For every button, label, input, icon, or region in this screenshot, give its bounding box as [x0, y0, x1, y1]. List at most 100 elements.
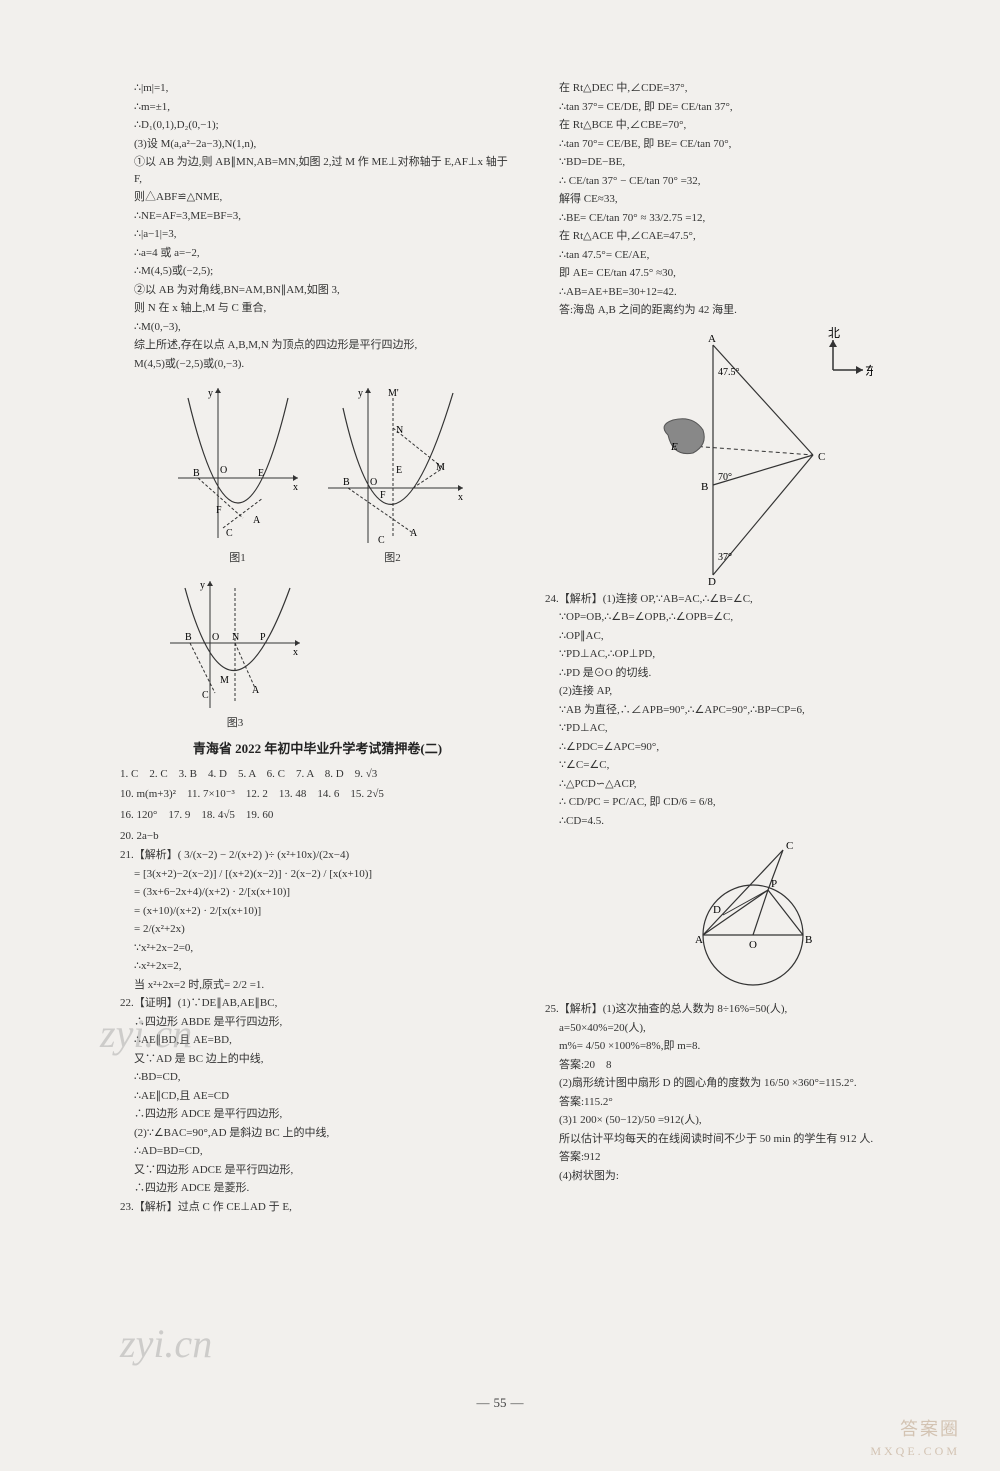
q22-header: 22.【证明】(1)∵DE∥AB,AE∥BC,: [120, 995, 515, 1012]
answers-row: 16. 120° 17. 9 18. 4√5 19. 60: [120, 806, 515, 825]
q25-header: 25.【解析】(1)这次抽查的总人数为 8÷16%=50(人),: [545, 1001, 940, 1018]
text-line: 解得 CE≈33,: [545, 191, 940, 208]
q23-continuation: 在 Rt△DEC 中,∠CDE=37°, ∴tan 37°= CE/DE, 即 …: [545, 80, 940, 319]
svg-text:北: 北: [828, 326, 840, 340]
svg-text:E: E: [396, 465, 402, 476]
svg-text:y: y: [358, 388, 363, 399]
circle-fig: A B C D P O: [643, 835, 843, 995]
text-line: ∴tan 70°= CE/BE, 即 BE= CE/tan 70°,: [545, 136, 940, 153]
text-line: (3)1 200× (50−12)/50 =912(人),: [545, 1112, 940, 1129]
figure-3: O B N P x y C M A 图3: [160, 573, 310, 732]
svg-text:C: C: [818, 451, 825, 463]
text-line: ∴M(4,5)或(−2,5);: [120, 263, 515, 280]
text-line: ②以 AB 为对角线,BN=AM,BN∥AM,如图 3,: [120, 282, 515, 299]
text-line: 则 N 在 x 轴上,M 与 C 重合,: [120, 300, 515, 317]
text-line: 答案:115.2°: [545, 1094, 940, 1111]
answers-row: 10. m(m+3)² 11. 7×10⁻³ 12. 2 13. 48 14. …: [120, 785, 515, 804]
text-line: = (x+10)/(x+2) · 2/[x(x+10)]: [120, 903, 515, 920]
text-line: ∴tan 47.5°= CE/AE,: [545, 247, 940, 264]
svg-text:x: x: [293, 482, 298, 493]
text-line: ∴NE=AF=3,ME=BF=3,: [120, 208, 515, 225]
text-line: ∴M(0,−3),: [120, 319, 515, 336]
parabola-fig1: O x y B E F C A: [168, 378, 308, 548]
text-line: (2)∵∠BAC=90°,AD 是斜边 BC 上的中线,: [120, 1125, 515, 1142]
svg-text:P: P: [260, 632, 266, 643]
text-line: (4)树状图为:: [545, 1168, 940, 1185]
fig1-label: 图1: [168, 550, 308, 567]
parabola-fig2: M' N M E O F B x y C A: [318, 378, 468, 548]
text-line: 答:海岛 A,B 之间的距离约为 42 海里.: [545, 302, 940, 319]
fig3-label: 图3: [160, 715, 310, 732]
text-line: = (3x+6−2x+4)/(x+2) · 2/[x(x+10)]: [120, 884, 515, 901]
brand-url: MXQE.COM: [870, 1444, 960, 1459]
svg-text:F: F: [216, 505, 222, 516]
figure-2: M' N M E O F B x y C A 图2: [318, 378, 468, 567]
text-line: m%= 4/50 ×100%=8%,即 m=8.: [545, 1038, 940, 1055]
navigation-diagram: 北 东 A B C D E 47.5° 70° 37°: [613, 325, 873, 585]
text-line: ∵∠C=∠C,: [545, 757, 940, 774]
exam-title: 青海省 2022 年初中毕业升学考试猜押卷(二): [120, 739, 515, 759]
svg-text:A: A: [410, 528, 418, 539]
svg-text:47.5°: 47.5°: [718, 367, 740, 378]
text-line: ∴BE= CE/tan 70° ≈ 33/2.75 =12,: [545, 210, 940, 227]
svg-text:D: D: [713, 904, 721, 916]
text-line: 综上所述,存在以点 A,B,M,N 为顶点的四边形是平行四边形,: [120, 337, 515, 354]
text-line: ∴AE∥CD,且 AE=CD: [120, 1088, 515, 1105]
answer-key: 1. C 2. C 3. B 4. D 5. A 6. C 7. A 8. D …: [120, 765, 515, 846]
svg-text:M': M': [388, 388, 399, 399]
right-column: 在 Rt△DEC 中,∠CDE=37°, ∴tan 37°= CE/DE, 即 …: [545, 80, 940, 1217]
svg-text:70°: 70°: [718, 472, 732, 483]
svg-text:B: B: [185, 632, 192, 643]
text-line: ∵AB 为直径,∴∠APB=90°,∴∠APC=90°,∴BP=CP=6,: [545, 702, 940, 719]
svg-text:E: E: [670, 441, 678, 453]
svg-text:x: x: [293, 647, 298, 658]
svg-text:B: B: [701, 481, 708, 493]
svg-text:M: M: [220, 675, 229, 686]
svg-text:C: C: [786, 840, 793, 852]
svg-text:N: N: [232, 632, 239, 643]
watermark: zyі.cn: [120, 1320, 212, 1367]
svg-text:E: E: [258, 468, 264, 479]
svg-text:B: B: [343, 477, 350, 488]
text-line: 又∵四边形 ADCE 是平行四边形,: [120, 1162, 515, 1179]
text-line: 当 x²+2x=2 时,原式= 2/2 =1.: [120, 977, 515, 994]
svg-text:O: O: [212, 632, 219, 643]
svg-text:B: B: [805, 934, 812, 946]
text-line: ∵PD⊥AC,: [545, 720, 940, 737]
text-line: ∴ CD/PC = PC/AC, 即 CD/6 = 6/8,: [545, 794, 940, 811]
text-line: ∴四边形 ABDE 是平行四边形,: [120, 1014, 515, 1031]
text-line: ∴m=±1,: [120, 99, 515, 116]
text-line: 在 Rt△BCE 中,∠CBE=70°,: [545, 117, 940, 134]
text-line: ∴a=4 或 a=−2,: [120, 245, 515, 262]
text-line: ∴|m|=1,: [120, 80, 515, 97]
svg-text:A: A: [695, 934, 703, 946]
text-line: = 2/(x²+2x): [120, 921, 515, 938]
svg-text:P: P: [771, 878, 777, 890]
answers-row: 1. C 2. C 3. B 4. D 5. A 6. C 7. A 8. D …: [120, 765, 515, 784]
svg-text:y: y: [208, 388, 213, 399]
island-diagram: 北 东 A B C D E 47.5° 70° 37°: [545, 325, 940, 585]
text-line: ∴∠PDC=∠APC=90°,: [545, 739, 940, 756]
text-line: 答案:912: [545, 1149, 940, 1166]
svg-text:A: A: [253, 515, 261, 526]
svg-text:N: N: [396, 425, 403, 436]
page-number: 55: [473, 1395, 528, 1411]
text-line: ∴四边形 ADCE 是平行四边形,: [120, 1106, 515, 1123]
text-line: 在 Rt△ACE 中,∠CAE=47.5°,: [545, 228, 940, 245]
fig2-label: 图2: [318, 550, 468, 567]
svg-text:y: y: [200, 580, 205, 591]
answers-row: 20. 2a−b: [120, 827, 515, 846]
figure-row-3: O B N P x y C M A 图3: [120, 573, 515, 732]
svg-text:C: C: [226, 528, 233, 539]
figure-1: O x y B E F C A 图1: [168, 378, 308, 567]
text-line: ∴△PCD∽△ACP,: [545, 776, 940, 793]
svg-text:O: O: [220, 465, 227, 476]
text-line: 又∵AD 是 BC 边上的中线,: [120, 1051, 515, 1068]
svg-text:M: M: [436, 462, 445, 473]
text-line: ∴OP∥AC,: [545, 628, 940, 645]
svg-text:A: A: [708, 333, 716, 345]
svg-text:x: x: [458, 492, 463, 503]
text-line: ∴D₁(0,1),D₂(0,−1);: [120, 117, 515, 134]
text-line: ∵OP=OB,∴∠B=∠OPB,∴∠OPB=∠C,: [545, 609, 940, 626]
text-line: ∴tan 37°= CE/DE, 即 DE= CE/tan 37°,: [545, 99, 940, 116]
